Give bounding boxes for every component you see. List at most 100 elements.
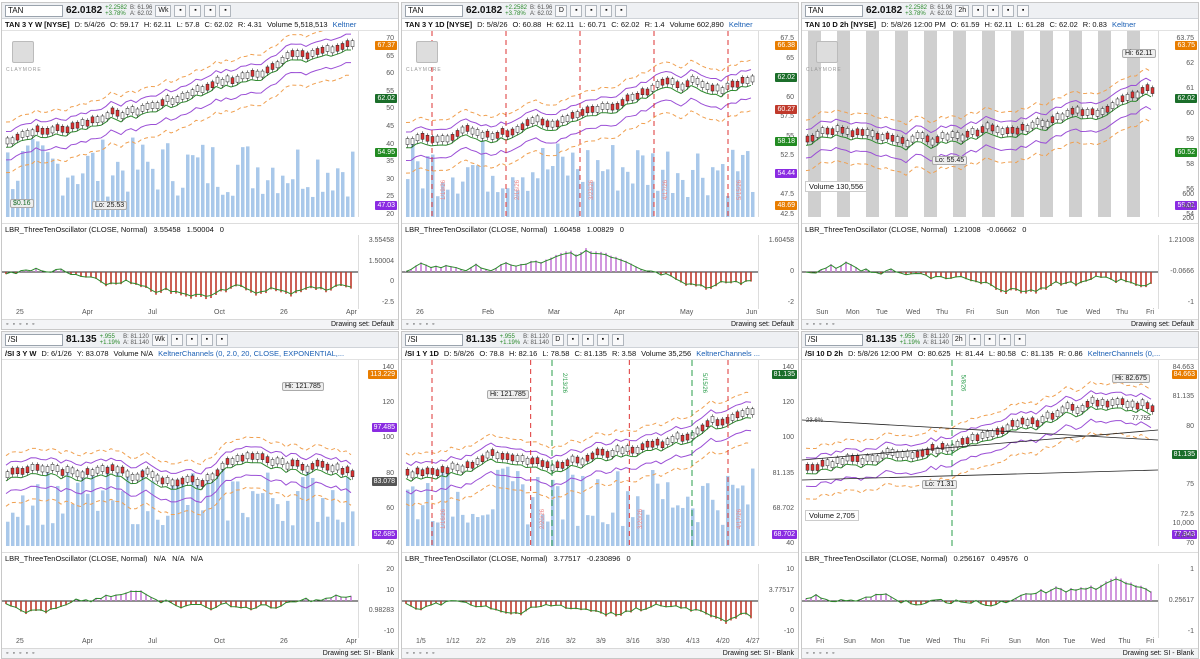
oscillator-axis[interactable]: 1.60458 0 -2 [758, 235, 798, 309]
price-chart[interactable] [402, 360, 758, 546]
oscillator-chart[interactable] [802, 564, 1158, 638]
settings-icon[interactable]: ▪ [1002, 4, 1015, 17]
reset-icon[interactable]: ◦ [431, 321, 435, 328]
symbol-input[interactable]: /SI [805, 333, 863, 346]
settings-icon[interactable]: ▪ [596, 333, 609, 346]
time-axis[interactable]: Sun Mon Tue Wed Thu Fri Sun Mon Tue Wed Thu Fri [802, 309, 1158, 319]
settings-icon[interactable]: ▪ [200, 333, 213, 346]
oscillator-axis[interactable]: 20 10 0.98283 -10 [358, 564, 398, 638]
oscillator-chart[interactable] [402, 235, 758, 309]
drawing-set-label[interactable]: Drawing set: Default [730, 321, 794, 328]
aggregation-button[interactable]: 2h [955, 4, 970, 17]
crosshair-icon[interactable]: ▪ [174, 4, 187, 17]
drawing-set-label[interactable]: Drawing set: Default [1130, 321, 1194, 328]
symbol-input[interactable]: TAN [405, 4, 463, 17]
pan-icon[interactable]: ◦ [825, 650, 828, 657]
crosshair-icon[interactable]: ▪ [170, 333, 183, 346]
time-axis[interactable]: 25 Apr Jul Oct 26 Apr [2, 638, 358, 648]
aggregation-button[interactable]: Wk [155, 4, 172, 17]
drawing-set-label[interactable]: Drawing set: SI - Blank [322, 650, 394, 657]
zoom-out-icon[interactable]: ◦ [412, 650, 415, 657]
pencil-icon[interactable]: ▪ [185, 333, 198, 346]
settings-icon[interactable]: ▪ [998, 333, 1011, 346]
price-axis[interactable]: 70 65 60 55 50 45 40 35 30 25 20 67.37 62.02 54.95 47.… [358, 31, 398, 218]
zoom-in-icon[interactable]: ◦ [818, 321, 822, 328]
pencil-icon[interactable]: ▪ [987, 4, 1000, 17]
reset-icon[interactable]: ◦ [831, 321, 835, 328]
oscillator-axis[interactable]: 3.55458 1.50004 0 -2.5 [358, 235, 398, 309]
oscillator-chart[interactable] [402, 564, 758, 638]
oscillator-chart[interactable] [2, 564, 358, 638]
zoom-out-icon[interactable]: ◦ [12, 650, 15, 657]
zoom-in-icon[interactable]: ◦ [18, 650, 22, 657]
pencil-icon[interactable]: ▪ [585, 4, 598, 17]
oscillator-axis[interactable]: 1.21008 -0.0666 -1 [1158, 235, 1198, 309]
zoom-in-icon[interactable]: ◦ [418, 650, 422, 657]
price-chart[interactable] [2, 360, 358, 546]
menu-icon[interactable]: ▪ [615, 4, 628, 17]
trend-line[interactable] [802, 429, 1158, 461]
price-axis[interactable]: 63.75 62 61 60 59 58 56 54 63.75 62.02 60.52 59.01 [1158, 31, 1198, 218]
price-axis[interactable]: 67.56562.56057.55552.55047.542.566.3862.… [758, 31, 798, 218]
menu-icon[interactable]: ▪ [215, 333, 228, 346]
oscillator-chart[interactable] [802, 235, 1158, 309]
price-chart[interactable] [802, 31, 1158, 217]
pencil-icon[interactable]: ▪ [581, 333, 594, 346]
reset-icon[interactable]: ◦ [831, 650, 835, 657]
reset-icon[interactable]: ◦ [31, 321, 35, 328]
price-chart[interactable] [802, 360, 1158, 546]
pan-icon[interactable]: ◦ [25, 321, 28, 328]
trend-line[interactable] [802, 469, 1158, 481]
crosshair-icon[interactable]: ▪ [968, 333, 981, 346]
symbol-input[interactable]: /SI [405, 333, 463, 346]
price-chart[interactable] [402, 31, 758, 217]
scroll-left-icon[interactable]: ◦ [6, 650, 9, 657]
menu-icon[interactable]: ▪ [1013, 333, 1026, 346]
reset-icon[interactable]: ◦ [31, 650, 35, 657]
crosshair-icon[interactable]: ▪ [570, 4, 583, 17]
price-axis[interactable]: 140 120 100 81.135 68.702 40 81.135 68.702 [758, 360, 798, 547]
menu-icon[interactable]: ▪ [219, 4, 232, 17]
pencil-icon[interactable]: ▪ [983, 333, 996, 346]
aggregation-button[interactable]: D [551, 333, 564, 346]
time-axis[interactable]: 1/5 1/12 2/2 2/9 2/16 3/2 3/9 3/16 3/30 4/13 4/20 4… [402, 638, 760, 648]
scroll-left-icon[interactable]: ◦ [406, 321, 409, 328]
pan-icon[interactable]: ◦ [25, 650, 28, 657]
menu-icon[interactable]: ▪ [611, 333, 624, 346]
reset-icon[interactable]: ◦ [431, 650, 435, 657]
crosshair-icon[interactable]: ▪ [566, 333, 579, 346]
scroll-left-icon[interactable]: ◦ [806, 650, 809, 657]
pencil-icon[interactable]: ▪ [189, 4, 202, 17]
zoom-in-icon[interactable]: ◦ [418, 321, 422, 328]
price-axis[interactable]: 84.663 81.135 80 77.943 75 72.5 70 84.663 81.135… [1158, 360, 1198, 547]
scroll-left-icon[interactable]: ◦ [806, 321, 809, 328]
price-chart[interactable] [2, 31, 358, 217]
drawing-set-label[interactable]: Drawing set: SI - Blank [722, 650, 794, 657]
time-axis[interactable]: Fri Sun Mon Tue Wed Thu Fri Sun Mon Tue Wed Thu Fri [802, 638, 1158, 648]
aggregation-button[interactable]: 2h [951, 333, 966, 346]
trend-line[interactable] [802, 419, 1158, 441]
drawing-set-label[interactable]: Drawing set: Default [330, 321, 394, 328]
symbol-input[interactable]: TAN [805, 4, 863, 17]
zoom-in-icon[interactable]: ◦ [818, 650, 822, 657]
symbol-input[interactable]: TAN [5, 4, 63, 17]
price-axis[interactable]: 140 120 100 80 60 40 113.229 97.485 83.078 52.685 [358, 360, 398, 547]
zoom-out-icon[interactable]: ◦ [812, 650, 815, 657]
aggregation-button[interactable]: D [555, 4, 568, 17]
zoom-out-icon[interactable]: ◦ [12, 321, 15, 328]
symbol-input[interactable]: /SI [5, 333, 63, 346]
time-axis[interactable]: 26 Feb Mar Apr May Jun [402, 309, 758, 319]
crosshair-icon[interactable]: ▪ [972, 4, 985, 17]
oscillator-axis[interactable]: 10 3.77517 0 -10 [758, 564, 798, 638]
pan-icon[interactable]: ◦ [825, 321, 828, 328]
pan-icon[interactable]: ◦ [425, 321, 428, 328]
scroll-left-icon[interactable]: ◦ [6, 321, 9, 328]
settings-icon[interactable]: ▪ [600, 4, 613, 17]
pan-icon[interactable]: ◦ [425, 650, 428, 657]
zoom-in-icon[interactable]: ◦ [18, 321, 22, 328]
oscillator-chart[interactable] [2, 235, 358, 309]
drawing-set-label[interactable]: Drawing set: SI - Blank [1122, 650, 1194, 657]
settings-icon[interactable]: ▪ [204, 4, 217, 17]
zoom-out-icon[interactable]: ◦ [412, 321, 415, 328]
scroll-left-icon[interactable]: ◦ [406, 650, 409, 657]
